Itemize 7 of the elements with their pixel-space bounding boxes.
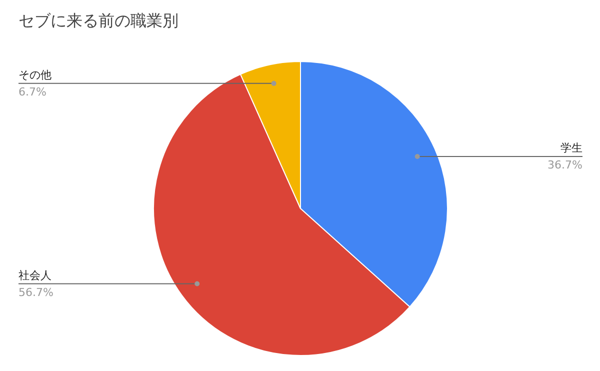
data-label: 36.7% <box>548 158 583 172</box>
slice-label: その他 <box>18 68 52 82</box>
slice-label: 学生 <box>560 141 582 154</box>
data-label: 56.7% <box>18 286 54 299</box>
slice-label: 社会人 <box>18 268 52 282</box>
data-label: 6.7% <box>18 85 46 98</box>
chart-title: セブに来る前の職業別 <box>18 11 178 30</box>
